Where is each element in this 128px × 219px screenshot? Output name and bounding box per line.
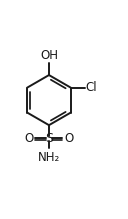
Text: NH₂: NH₂ [38,151,60,164]
Text: S: S [45,132,53,145]
Text: O: O [65,132,74,145]
Text: Cl: Cl [86,81,97,94]
Text: O: O [24,132,33,145]
Text: OH: OH [40,49,58,62]
